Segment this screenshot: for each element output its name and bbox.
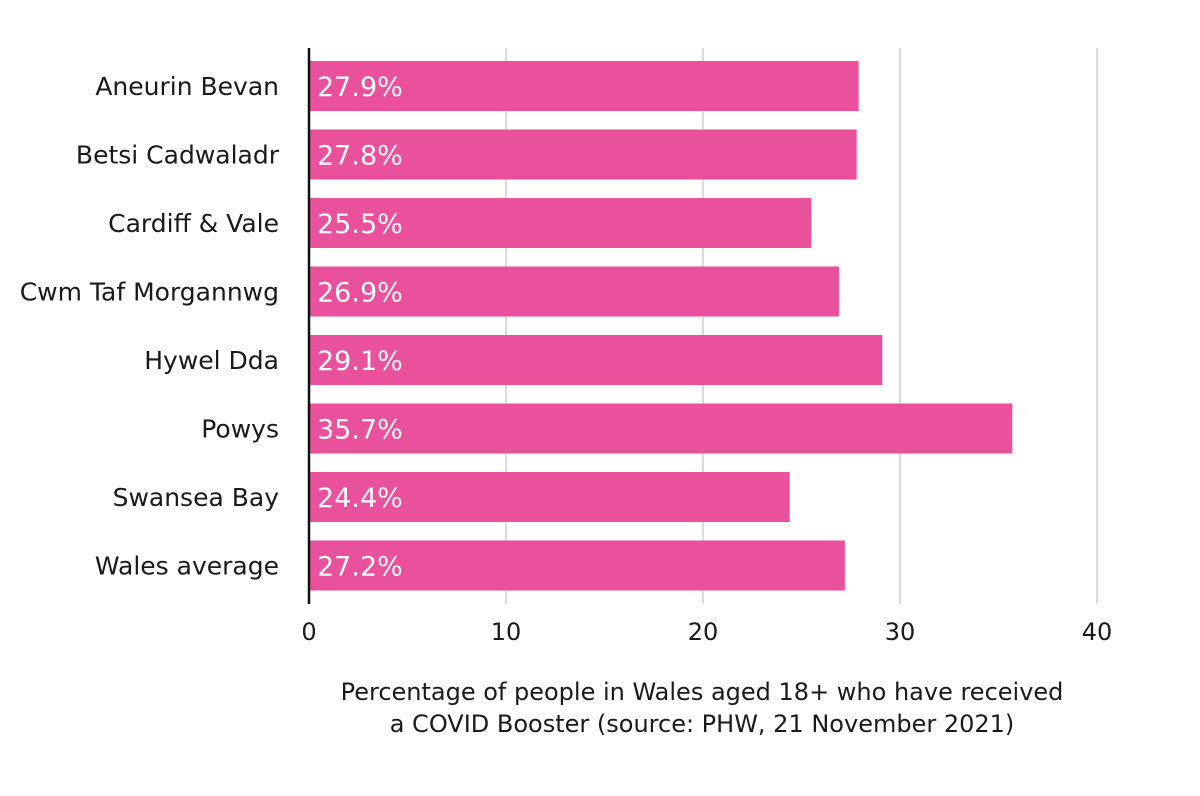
bar bbox=[309, 129, 857, 180]
category-labels: Aneurin Bevan Betsi Cadwaladr Cardiff & Va… bbox=[20, 72, 280, 581]
bar bbox=[309, 61, 859, 111]
bar-value-label: 24.4% bbox=[317, 483, 403, 514]
bar-value-label: 27.8% bbox=[317, 141, 403, 172]
bar bbox=[309, 266, 839, 317]
bars bbox=[309, 61, 1013, 591]
bar bbox=[309, 540, 845, 591]
x-axis-title-line-2: a COVID Booster (source: PHW, 21 Novembe… bbox=[390, 710, 1015, 738]
x-tick-label: 10 bbox=[491, 618, 522, 646]
bar-value-label: 27.9% bbox=[317, 72, 403, 103]
bar bbox=[309, 472, 790, 522]
x-axis-title-line-1: Percentage of people in Wales aged 18+ w… bbox=[341, 678, 1064, 706]
x-tick-label: 40 bbox=[1082, 618, 1113, 646]
bar-value-label: 27.2% bbox=[317, 552, 403, 583]
category-label: Swansea Bay bbox=[113, 483, 280, 512]
bar-value-label: 35.7% bbox=[317, 415, 403, 446]
category-label: Cwm Taf Morgannwg bbox=[20, 278, 279, 307]
category-label: Wales average bbox=[95, 552, 279, 581]
bar bbox=[309, 335, 883, 385]
x-tick-label: 20 bbox=[688, 618, 719, 646]
x-tick-label: 0 bbox=[301, 618, 316, 646]
x-tick-labels: 0 10 20 30 40 bbox=[301, 618, 1112, 646]
category-label: Aneurin Bevan bbox=[95, 72, 279, 101]
category-label: Powys bbox=[201, 415, 279, 444]
category-label: Betsi Cadwaladr bbox=[76, 141, 280, 170]
bar bbox=[309, 198, 812, 248]
bar-value-label: 29.1% bbox=[317, 346, 403, 377]
bar-value-labels: 27.9% 27.8% 25.5% 26.9% 29.1% 35.7% 24.4% 27.2% bbox=[317, 72, 403, 583]
bar-value-label: 26.9% bbox=[317, 278, 403, 309]
x-tick-label: 30 bbox=[885, 618, 916, 646]
category-label: Cardiff & Vale bbox=[108, 209, 279, 238]
bar-value-label: 25.5% bbox=[317, 209, 403, 240]
category-label: Hywel Dda bbox=[144, 346, 279, 375]
bar bbox=[309, 403, 1013, 454]
